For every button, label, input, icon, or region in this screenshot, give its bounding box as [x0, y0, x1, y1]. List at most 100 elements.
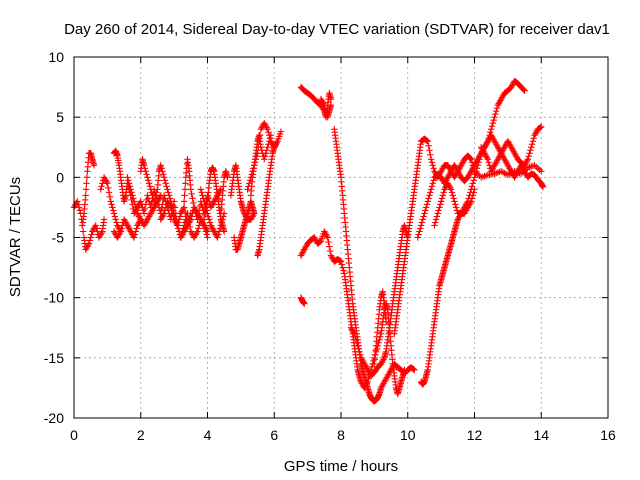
data-point	[437, 198, 445, 205]
data-point	[529, 138, 537, 145]
data-point	[485, 159, 492, 166]
data-point	[179, 228, 186, 235]
data-point	[159, 213, 166, 220]
data-point	[257, 144, 265, 151]
data-point	[301, 300, 308, 307]
data-point	[323, 232, 331, 240]
data-point	[173, 220, 180, 228]
data-point	[118, 225, 125, 232]
data-point	[105, 189, 113, 196]
data-point	[82, 192, 89, 199]
y-tick-label: -10	[44, 290, 64, 306]
data-point	[474, 162, 482, 169]
data-point	[109, 204, 116, 211]
data-point	[203, 226, 210, 234]
data-point	[76, 207, 84, 214]
data-point	[205, 213, 212, 220]
data-point	[355, 345, 362, 353]
data-point	[205, 216, 213, 223]
y-tick-label: -15	[44, 350, 64, 366]
data-point	[424, 138, 431, 145]
data-point	[158, 165, 165, 172]
data-point	[528, 144, 535, 151]
data-point	[161, 207, 169, 214]
data-point	[418, 219, 426, 226]
data-point	[533, 163, 540, 171]
data-point	[156, 193, 164, 201]
data-point	[320, 100, 327, 107]
data-point	[467, 155, 474, 162]
data-point	[466, 192, 473, 199]
data-point	[428, 183, 436, 190]
data-point	[86, 237, 94, 244]
x-tick-label: 2	[137, 427, 145, 443]
data-point	[448, 189, 456, 196]
data-point	[201, 201, 209, 208]
x-tick-label: 8	[337, 427, 345, 443]
data-point	[472, 171, 479, 178]
data-point	[427, 151, 434, 158]
data-point	[187, 186, 195, 193]
data-point	[217, 222, 225, 229]
data-point	[427, 156, 435, 163]
data-point	[528, 141, 536, 148]
data-point	[521, 87, 528, 94]
data-point	[487, 129, 494, 136]
data-point	[108, 201, 115, 208]
data-point	[127, 186, 134, 193]
data-point	[351, 333, 359, 340]
data-point	[165, 189, 172, 196]
data-point	[103, 178, 110, 186]
data-point	[199, 192, 206, 199]
data-point	[261, 153, 269, 160]
data-point	[137, 198, 144, 205]
data-point	[327, 95, 335, 103]
data-point	[125, 177, 132, 184]
data-point	[410, 366, 417, 373]
data-point	[219, 216, 226, 223]
data-point	[185, 219, 193, 226]
data-point	[424, 198, 431, 205]
data-point	[464, 198, 472, 205]
data-point	[126, 183, 134, 190]
data-point	[204, 228, 211, 235]
grid	[74, 57, 608, 418]
data-point	[145, 180, 153, 187]
data-point	[380, 356, 387, 363]
data-point	[438, 195, 446, 202]
data-point	[468, 183, 476, 190]
data-point	[133, 225, 140, 232]
data-point	[158, 205, 165, 213]
data-point	[161, 177, 169, 184]
data-point	[472, 168, 480, 175]
x-axis-label: GPS time / hours	[284, 458, 398, 475]
data-point	[132, 204, 139, 211]
data-point	[82, 186, 90, 193]
data-point	[202, 204, 210, 211]
data-point	[325, 238, 332, 246]
data-point	[188, 190, 195, 198]
data-point	[169, 210, 176, 217]
data-point	[447, 184, 454, 192]
data-point	[337, 258, 345, 265]
data-point	[423, 201, 431, 208]
data-point	[200, 195, 207, 202]
data-point	[116, 229, 124, 237]
data-point	[85, 240, 93, 247]
data-point	[492, 107, 500, 115]
data-point	[465, 195, 472, 202]
data-point	[264, 144, 271, 151]
data-point	[473, 165, 481, 172]
data-point	[367, 366, 375, 374]
data-point	[414, 234, 421, 241]
data-point	[356, 351, 364, 359]
data-point	[90, 162, 98, 169]
data-point	[486, 132, 493, 139]
data-point	[74, 198, 81, 205]
data-point	[261, 156, 268, 163]
data-point	[437, 201, 444, 208]
data-points	[70, 77, 547, 405]
data-point	[185, 214, 192, 222]
data-point	[142, 168, 149, 175]
